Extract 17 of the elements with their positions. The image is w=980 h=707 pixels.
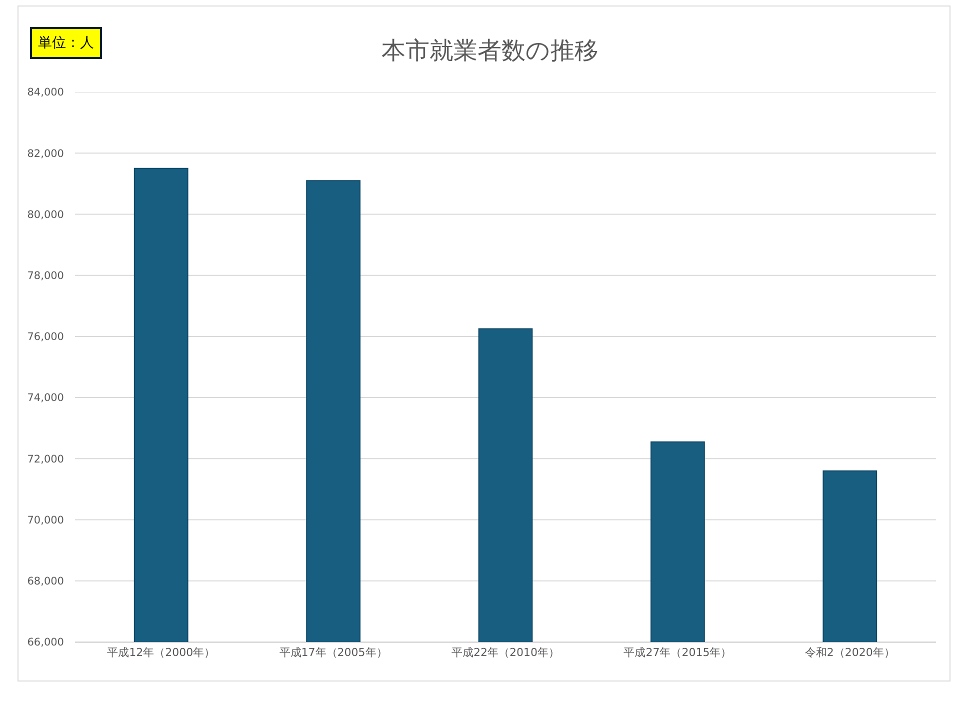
x-tick-label: 平成12年（2000年） [107,646,216,660]
y-tick-label: 82,000 [27,148,64,160]
y-tick-label: 84,000 [27,86,64,99]
y-tick-label: 74,000 [27,392,64,404]
chart-title: 本市就業者数の推移 [382,36,598,64]
x-tick-label: 平成27年（2015年） [624,646,732,660]
y-tick-label: 70,000 [27,514,64,526]
x-tick-label: 平成22年（2010年） [452,646,560,660]
y-tick-label: 78,000 [27,270,64,282]
x-tick-label: 平成17年（2005年） [279,646,388,660]
x-tick-label: 令和2（2020年） [804,646,895,660]
y-tick-label: 66,000 [27,636,64,649]
y-tick-label: 76,000 [27,331,64,344]
y-tick-label: 72,000 [27,453,64,466]
text: 単位：人 [38,35,94,51]
y-tick-label: 80,000 [27,208,64,221]
y-tick-label: 68,000 [27,576,64,588]
